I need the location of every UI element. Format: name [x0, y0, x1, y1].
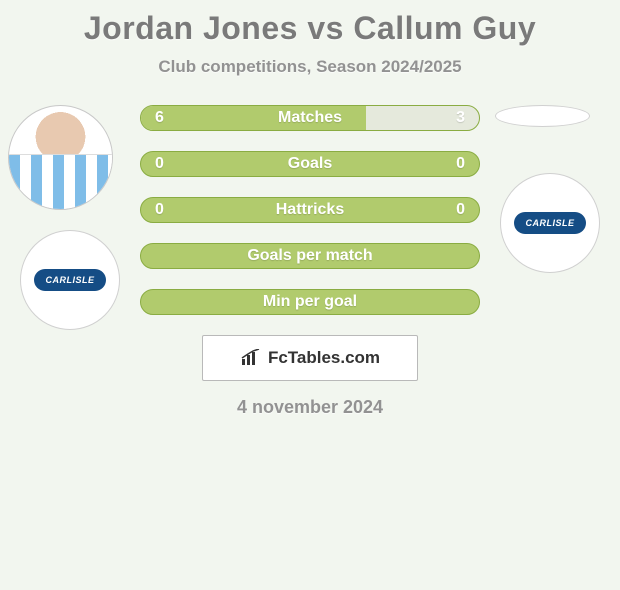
stat-row-matches: 6 Matches 3 [140, 105, 480, 131]
fctables-logo[interactable]: FcTables.com [202, 335, 418, 381]
stat-right-value: 0 [456, 201, 465, 219]
stat-row-hattricks: 0 Hattricks 0 [140, 197, 480, 223]
chart-icon [240, 349, 262, 367]
subtitle: Club competitions, Season 2024/2025 [0, 57, 620, 77]
stat-label: Goals per match [141, 247, 479, 265]
stat-row-mpg: Min per goal [140, 289, 480, 315]
comparison-container: CARLISLE CARLISLE 6 Matches 3 0 Goals 0 … [0, 105, 620, 315]
stat-right-value: 3 [456, 109, 465, 127]
stat-row-goals: 0 Goals 0 [140, 151, 480, 177]
stat-label: Min per goal [141, 293, 479, 311]
page-title: Jordan Jones vs Callum Guy [0, 10, 620, 47]
player1-jersey [9, 154, 112, 209]
stat-row-gpm: Goals per match [140, 243, 480, 269]
stat-rows: 6 Matches 3 0 Goals 0 0 Hattricks 0 Goal… [140, 105, 480, 315]
logo-text: FcTables.com [268, 348, 380, 368]
carlisle-badge-icon: CARLISLE [514, 212, 586, 234]
stat-label: Hattricks [141, 201, 479, 219]
player1-club-badge: CARLISLE [20, 230, 120, 330]
player2-club-badge: CARLISLE [500, 173, 600, 273]
date-text: 4 november 2024 [0, 397, 620, 418]
stat-label: Goals [141, 155, 479, 173]
stat-right-value: 0 [456, 155, 465, 173]
stat-label: Matches [141, 109, 479, 127]
carlisle-badge-icon: CARLISLE [34, 269, 106, 291]
player1-avatar [8, 105, 113, 210]
player2-avatar-placeholder [495, 105, 590, 127]
